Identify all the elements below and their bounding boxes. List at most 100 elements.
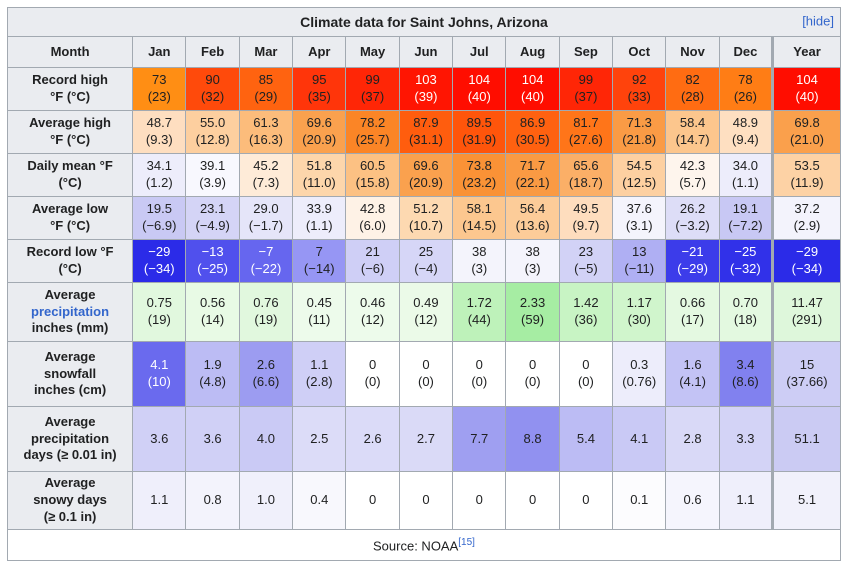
- cell-snowy-days-feb: 0.8: [185, 471, 240, 530]
- cell-record-low-mar: −7 (−22): [238, 239, 294, 283]
- cell-precip-days-year: 51.1: [771, 406, 841, 472]
- col-header-may: May: [345, 36, 400, 68]
- cell-avg-high-mar: 61.3 (16.3): [238, 110, 294, 154]
- cell-avg-low-sep: 49.5 (9.7): [558, 196, 614, 240]
- cell-daily-mean-aug: 71.7 (22.1): [505, 153, 560, 197]
- cell-snowfall-jul: 0 (0): [452, 341, 507, 407]
- cell-snowy-days-jun: 0: [398, 471, 454, 530]
- title-row: Climate data for Saint Johns, Arizona [h…: [7, 7, 841, 37]
- row-label-record-low: Record low °F (°C): [6, 239, 134, 283]
- cell-precipitation-jun: 0.49 (12): [398, 282, 454, 342]
- cell-record-low-dec: −25 (−32): [718, 239, 774, 283]
- cell-snowy-days-nov: 0.6: [665, 471, 720, 530]
- row-record-low: Record low °F (°C) −29 (−34) −13 (−25) −7 (−22)…: [6, 239, 841, 283]
- cell-snowfall-apr: 1.1 (2.8): [292, 341, 347, 407]
- cell-precip-days-jul: 7.7: [452, 406, 507, 472]
- cell-precipitation-dec: 0.70 (18): [718, 282, 774, 342]
- row-label-snowfall: Average snowfall inches (cm): [6, 341, 134, 407]
- source-ref-link[interactable]: [15]: [458, 536, 475, 548]
- cell-record-low-nov: −21 (−29): [665, 239, 720, 283]
- cell-snowfall-sep: 0 (0): [558, 341, 614, 407]
- cell-avg-low-may: 42.8 (6.0): [345, 196, 400, 240]
- cell-record-high-sep: 99 (37): [558, 67, 614, 111]
- cell-precipitation-jul: 1.72 (44): [452, 282, 507, 342]
- cell-precipitation-may: 0.46 (12): [345, 282, 400, 342]
- row-record-high: Record high °F (°C) 73 (23) 90 (32) 85 (29) 95 (3…: [6, 67, 841, 111]
- cell-daily-mean-year: 53.5 (11.9): [771, 153, 841, 197]
- precipitation-link[interactable]: precipitation: [31, 303, 110, 319]
- cell-precipitation-year: 11.47 (291): [771, 282, 841, 342]
- row-label-avg-high: Average high °F (°C): [6, 110, 134, 154]
- cell-snowy-days-may: 0: [345, 471, 400, 530]
- hide-link[interactable]: [hide]: [802, 13, 834, 29]
- row-label-avg-low: Average low °F (°C): [6, 196, 134, 240]
- cell-avg-low-jun: 51.2 (10.7): [398, 196, 454, 240]
- col-header-year: Year: [771, 36, 841, 68]
- cell-avg-low-apr: 33.9 (1.1): [292, 196, 347, 240]
- cell-precip-days-mar: 4.0: [238, 406, 294, 472]
- col-header-aug: Aug: [505, 36, 560, 68]
- row-snowfall: Average snowfall inches (cm) 4.1 (10) 1.9 (4.8…: [6, 341, 841, 407]
- row-avg-low: Average low °F (°C) 19.5 (−6.9) 23.1 (−4.9) 29…: [6, 196, 841, 240]
- row-label-precipitation: Average precipitation inches (mm): [6, 282, 134, 342]
- cell-avg-low-feb: 23.1 (−4.9): [185, 196, 240, 240]
- cell-daily-mean-oct: 54.5 (12.5): [612, 153, 667, 197]
- cell-snowfall-nov: 1.6 (4.1): [665, 341, 720, 407]
- cell-avg-high-oct: 71.3 (21.8): [612, 110, 667, 154]
- row-label-daily-mean: Daily mean °F (°C): [6, 153, 134, 197]
- cell-record-low-aug: 38 (3): [505, 239, 560, 283]
- cell-avg-low-mar: 29.0 (−1.7): [238, 196, 294, 240]
- cell-avg-high-dec: 48.9 (9.4): [718, 110, 774, 154]
- cell-avg-low-oct: 37.6 (3.1): [612, 196, 667, 240]
- cell-precipitation-feb: 0.56 (14): [185, 282, 240, 342]
- cell-record-low-year: −29 (−34): [771, 239, 841, 283]
- cell-daily-mean-may: 60.5 (15.8): [345, 153, 400, 197]
- cell-record-high-nov: 82 (28): [665, 67, 720, 111]
- row-label-precip-days: Average precipitation days (≥ 0.01 in): [6, 406, 134, 472]
- cell-record-high-feb: 90 (32): [185, 67, 240, 111]
- cell-record-low-may: 21 (−6): [345, 239, 400, 283]
- cell-record-high-apr: 95 (35): [292, 67, 347, 111]
- cell-record-low-jan: −29 (−34): [132, 239, 187, 283]
- cell-precip-days-apr: 2.5: [292, 406, 347, 472]
- cell-record-high-oct: 92 (33): [612, 67, 667, 111]
- cell-snowfall-oct: 0.3 (0.76): [612, 341, 667, 407]
- cell-precipitation-oct: 1.17 (30): [612, 282, 667, 342]
- col-header-sep: Sep: [558, 36, 614, 68]
- cell-record-high-jun: 103 (39): [398, 67, 454, 111]
- cell-precip-days-aug: 8.8: [505, 406, 560, 472]
- cell-snowy-days-apr: 0.4: [292, 471, 347, 530]
- col-header-jun: Jun: [398, 36, 454, 68]
- cell-daily-mean-jul: 73.8 (23.2): [452, 153, 507, 197]
- cell-precipitation-nov: 0.66 (17): [665, 282, 720, 342]
- cell-record-high-jul: 104 (40): [452, 67, 507, 111]
- cell-daily-mean-jun: 69.6 (20.9): [398, 153, 454, 197]
- col-header-month: Month: [6, 36, 134, 68]
- cell-daily-mean-mar: 45.2 (7.3): [238, 153, 294, 197]
- cell-avg-high-year: 69.8 (21.0): [771, 110, 841, 154]
- cell-record-high-dec: 78 (26): [718, 67, 774, 111]
- cell-precip-days-nov: 2.8: [665, 406, 720, 472]
- col-header-nov: Nov: [665, 36, 720, 68]
- col-header-feb: Feb: [185, 36, 240, 68]
- source-cell: Source: NOAA[15]: [7, 529, 841, 561]
- table-title: Climate data for Saint Johns, Arizona: [300, 13, 548, 30]
- cell-precip-days-oct: 4.1: [612, 406, 667, 472]
- row-label-snowy-days: Average snowy days (≥ 0.1 in): [6, 471, 134, 530]
- cell-avg-low-jul: 58.1 (14.5): [452, 196, 507, 240]
- cell-snowfall-year: 15 (37.66): [771, 341, 841, 407]
- cell-avg-high-apr: 69.6 (20.9): [292, 110, 347, 154]
- cell-record-high-may: 99 (37): [345, 67, 400, 111]
- cell-avg-low-jan: 19.5 (−6.9): [132, 196, 187, 240]
- cell-precip-days-feb: 3.6: [185, 406, 240, 472]
- cell-avg-low-nov: 26.2 (−3.2): [665, 196, 720, 240]
- cell-avg-low-dec: 19.1 (−7.2): [718, 196, 774, 240]
- cell-avg-high-jun: 87.9 (31.1): [398, 110, 454, 154]
- col-header-jul: Jul: [452, 36, 507, 68]
- cell-daily-mean-apr: 51.8 (11.0): [292, 153, 347, 197]
- cell-daily-mean-nov: 42.3 (5.7): [665, 153, 720, 197]
- cell-precipitation-apr: 0.45 (11): [292, 282, 347, 342]
- cell-avg-low-aug: 56.4 (13.6): [505, 196, 560, 240]
- cell-snowy-days-year: 5.1: [771, 471, 841, 530]
